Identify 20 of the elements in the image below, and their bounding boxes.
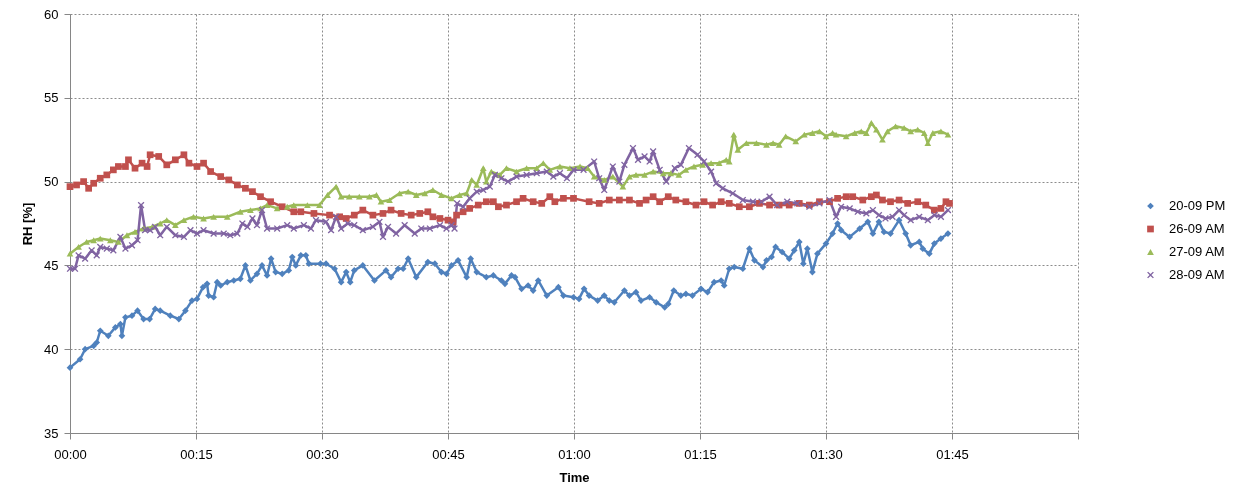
x-axis-title: Time (559, 469, 590, 485)
y-axis-title: RH [%] (20, 202, 36, 246)
x-tick-label: 01:30 (810, 446, 843, 462)
x-tick-label: 00:00 (54, 446, 87, 462)
y-tick-label: 60 (44, 6, 59, 22)
x-tick-label: 01:15 (684, 446, 717, 462)
y-tick-label: 35 (44, 425, 59, 441)
legend-label: 26-09 AM (1169, 221, 1225, 236)
x-tick-label: 01:45 (936, 446, 969, 462)
legend-label: 28-09 AM (1169, 267, 1225, 282)
y-tick-label: 55 (44, 90, 59, 106)
x-tick-label: 00:15 (180, 446, 213, 462)
legend-label: 27-09 AM (1169, 244, 1225, 259)
x-tick-label: 00:30 (306, 446, 339, 462)
legend-label: 20-09 PM (1169, 198, 1226, 213)
x-tick-label: 01:00 (558, 446, 591, 462)
y-tick-label: 45 (44, 257, 59, 273)
y-tick-label: 50 (44, 174, 59, 190)
x-tick-label: 00:45 (432, 446, 465, 462)
y-tick-label: 40 (44, 341, 59, 357)
